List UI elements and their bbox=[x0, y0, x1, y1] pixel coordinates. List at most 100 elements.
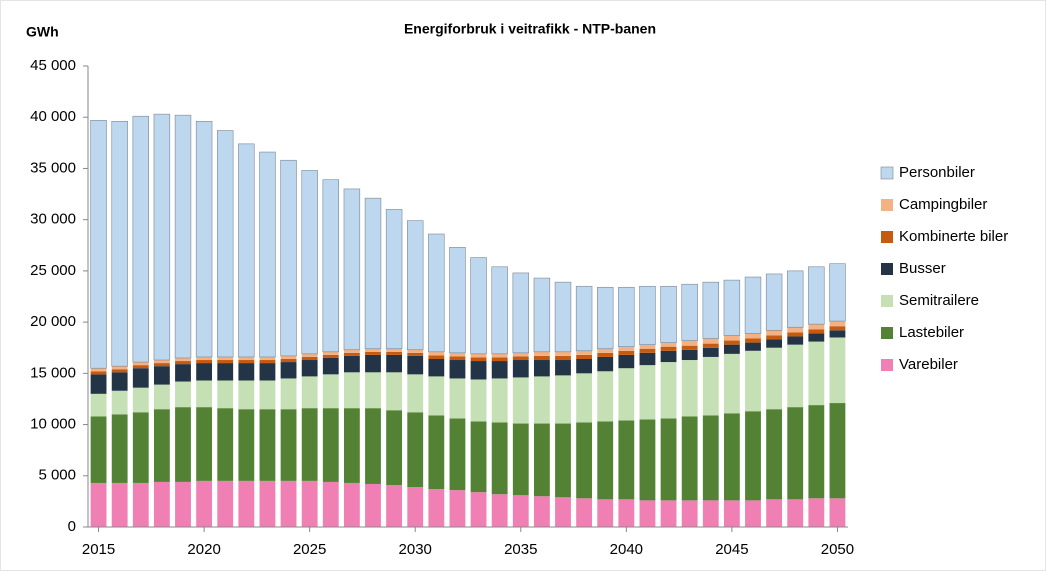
y-tick-label: 35 000 bbox=[30, 159, 76, 176]
bar-segment bbox=[386, 351, 403, 355]
bar-segment bbox=[132, 362, 149, 366]
bar-segment bbox=[555, 375, 571, 424]
bar-segment bbox=[428, 489, 445, 527]
bar-segment bbox=[555, 360, 571, 376]
legend-label: Busser bbox=[899, 260, 946, 277]
bar-segment bbox=[745, 342, 761, 351]
bar-segment bbox=[745, 333, 761, 339]
bar-segment bbox=[639, 500, 656, 527]
x-tick-label: 2050 bbox=[821, 541, 854, 558]
bar-segment bbox=[554, 281, 572, 353]
bar-segment bbox=[111, 121, 128, 367]
bar-segment bbox=[829, 403, 846, 499]
bar-segment bbox=[491, 422, 508, 495]
bar-segment bbox=[533, 376, 550, 424]
bar-segment bbox=[111, 372, 128, 391]
bar-segment bbox=[766, 347, 783, 410]
y-tick-label: 30 000 bbox=[30, 211, 76, 228]
bar-segment bbox=[365, 372, 381, 409]
bar-segment bbox=[386, 372, 403, 411]
bar-segment bbox=[576, 350, 593, 355]
bar-segment bbox=[787, 336, 804, 345]
bar-segment bbox=[386, 348, 403, 352]
bar-segment bbox=[259, 151, 276, 358]
bar-segment bbox=[153, 363, 170, 367]
bar-segment bbox=[132, 482, 149, 527]
bar-segment bbox=[470, 379, 487, 422]
bar-segment bbox=[217, 360, 234, 364]
bar-segment bbox=[217, 130, 234, 358]
bar-segment bbox=[787, 327, 804, 333]
bar-segment bbox=[470, 421, 487, 493]
bar-segment bbox=[153, 481, 170, 527]
bar-segment bbox=[512, 360, 529, 378]
bar-segment bbox=[533, 277, 551, 353]
bar-segment bbox=[280, 480, 297, 527]
bar-segment bbox=[745, 350, 761, 412]
bar-segment bbox=[808, 333, 825, 342]
y-tick-label: 10 000 bbox=[30, 416, 76, 433]
bar-segment bbox=[660, 500, 677, 527]
bar-segment bbox=[322, 351, 339, 355]
legend-label: Lastebiler bbox=[899, 324, 964, 341]
bar-segment bbox=[322, 408, 339, 482]
bar-segment bbox=[153, 409, 170, 482]
x-tick-label: 2045 bbox=[715, 541, 748, 558]
bar-segment bbox=[217, 356, 234, 361]
bar-segment bbox=[407, 349, 424, 353]
bar-segment bbox=[217, 408, 234, 481]
x-tick-label: 2020 bbox=[187, 541, 220, 558]
bar-segment bbox=[533, 351, 550, 356]
bar-segment bbox=[681, 340, 698, 346]
bar-segment bbox=[449, 247, 466, 354]
bar-segment bbox=[111, 390, 128, 415]
legend-swatch bbox=[881, 359, 893, 371]
bar-segment bbox=[702, 281, 719, 339]
bar-segment bbox=[175, 481, 191, 527]
bar-segment bbox=[132, 115, 149, 363]
bar-segment bbox=[597, 352, 614, 357]
bar-segment bbox=[449, 356, 466, 361]
bar-segment bbox=[597, 371, 614, 422]
bar-segment bbox=[132, 365, 149, 369]
bar-segment bbox=[259, 356, 276, 361]
bar-segment bbox=[322, 179, 339, 353]
bar-segment bbox=[618, 354, 635, 369]
bar-segment bbox=[723, 500, 740, 527]
bar-segment bbox=[702, 347, 719, 357]
bar-segment bbox=[259, 363, 276, 381]
bar-segment bbox=[449, 378, 466, 419]
bar-segment bbox=[407, 352, 424, 356]
bar-segment bbox=[575, 285, 593, 352]
bar-segment bbox=[576, 354, 593, 359]
bar-segment bbox=[787, 344, 804, 408]
bar-segment bbox=[301, 356, 318, 361]
bar-segment bbox=[428, 351, 445, 356]
y-tick-label: 20 000 bbox=[30, 313, 76, 330]
bar-segment bbox=[618, 346, 635, 351]
bar-segment bbox=[765, 273, 783, 331]
bar-segment bbox=[512, 495, 529, 527]
bar-segment bbox=[238, 363, 255, 381]
bar-segment bbox=[280, 362, 297, 379]
bar-segment bbox=[744, 276, 762, 334]
bar-segment bbox=[512, 356, 529, 361]
bar-segment bbox=[111, 366, 128, 370]
bar-segment bbox=[576, 498, 593, 527]
bar-segment bbox=[787, 270, 804, 328]
bar-segment bbox=[301, 360, 318, 377]
bar-segment bbox=[555, 351, 571, 356]
bar-segment bbox=[175, 407, 191, 482]
bar-segment bbox=[702, 343, 719, 348]
bar-segment bbox=[723, 340, 740, 345]
bar-segment bbox=[597, 356, 614, 372]
bar-segment bbox=[259, 380, 276, 410]
bar-segment bbox=[153, 366, 170, 385]
bar-segment bbox=[238, 380, 255, 410]
bar-segment bbox=[364, 197, 382, 350]
bar-segment bbox=[238, 356, 255, 361]
bar-segment bbox=[196, 363, 213, 381]
bar-segment bbox=[301, 376, 318, 409]
bar-segment bbox=[681, 283, 698, 341]
bar-segment bbox=[723, 344, 740, 354]
